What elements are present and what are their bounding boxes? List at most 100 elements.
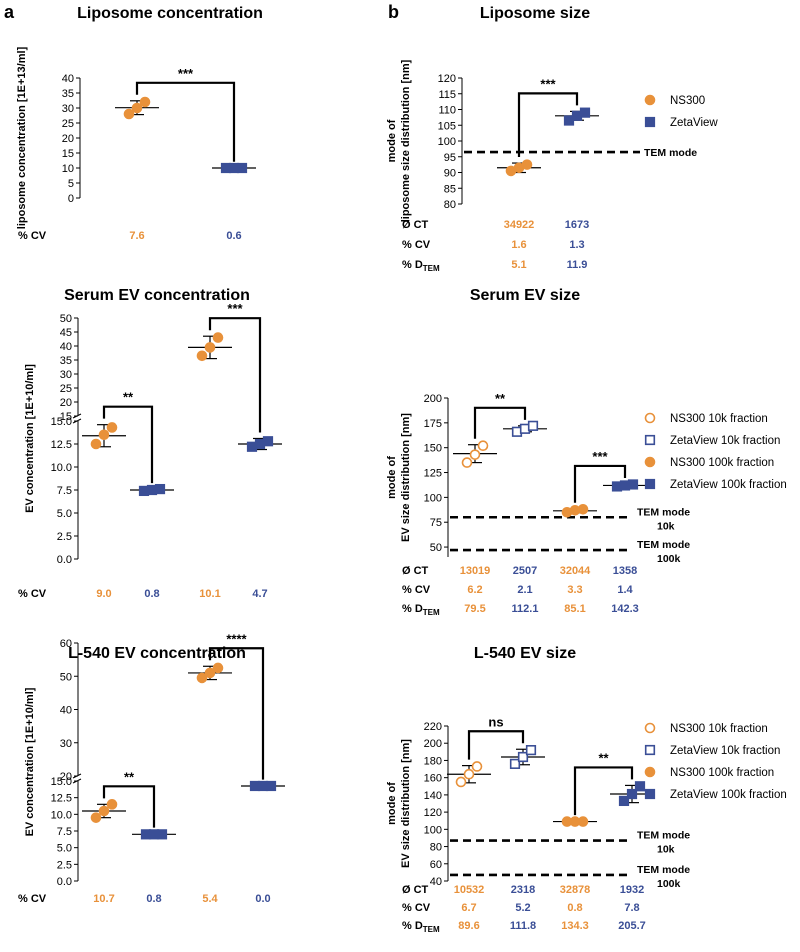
- y-tick-label: 115: [438, 89, 456, 101]
- y-tick-label: 120: [424, 807, 442, 819]
- data-point: [577, 816, 589, 827]
- stats-row-label: % CV: [402, 584, 431, 596]
- legend-label: ZetaView: [670, 117, 718, 129]
- significance-bracket: [102, 785, 156, 828]
- significance-bracket: [135, 81, 236, 162]
- stats-value: 0.8: [567, 902, 582, 914]
- stats-value: 111.8: [510, 920, 536, 932]
- significance-bracket: [473, 406, 527, 439]
- stats-row-label: % DTEM: [402, 259, 440, 273]
- stats-value: 10532: [454, 884, 485, 896]
- charts-container: Liposome concentration 0 5 10 15 20 25 30 35 40 li…: [16, 5, 787, 934]
- tem-mode-label: 10k: [657, 520, 675, 532]
- tem-mode-label: 100k: [657, 878, 681, 890]
- y-axis-label: mode of: [386, 119, 398, 162]
- data-point: [618, 795, 630, 807]
- significance-label: ns: [488, 714, 503, 729]
- stats-value: 9.0: [96, 588, 111, 600]
- y-tick-label: 120: [438, 73, 456, 85]
- stats-value: 2507: [513, 565, 537, 577]
- stats-value: 6.2: [467, 584, 482, 596]
- series-zetaview-10k-fraction: [503, 420, 547, 437]
- data-point: [626, 788, 638, 800]
- significance-label: **: [495, 391, 506, 406]
- y-tick-label: 25: [60, 383, 72, 395]
- data-point: [204, 667, 216, 679]
- y-tick-label: 160: [424, 773, 442, 785]
- significance-label: ***: [540, 76, 556, 91]
- legend-marker: [644, 766, 656, 778]
- legend-label: ZetaView 100k fraction: [670, 789, 787, 801]
- significance-label: ***: [178, 66, 194, 81]
- series-zetaview-10k-fraction: [501, 745, 545, 769]
- series-ns300-10k-fraction: [453, 440, 497, 468]
- chart-l540_size: L-540 EV size 40 60 80 100 120 140 160 180 200 220…: [386, 645, 787, 934]
- y-tick-label: 100: [438, 136, 456, 148]
- stats-value: 79.5: [464, 603, 485, 615]
- stats-value: 134.3: [561, 920, 589, 932]
- legend-marker: [644, 94, 656, 106]
- y-tick-label: 20: [62, 133, 74, 145]
- series-zetaview-100k-fraction: [238, 436, 282, 452]
- y-tick-label: 2.5: [57, 531, 72, 543]
- series-ns300-100k-fraction: [553, 816, 597, 827]
- series-ns300: [115, 96, 159, 120]
- tem-mode-label: TEM mode: [637, 539, 690, 551]
- data-point: [477, 440, 489, 452]
- legend-label: NS300: [670, 95, 705, 107]
- stats-value: 2318: [511, 884, 535, 896]
- data-point: [196, 350, 208, 362]
- series-zetaview: [555, 107, 599, 126]
- stats-value: 5.2: [515, 902, 530, 914]
- y-tick-label: 110: [438, 105, 456, 117]
- significance-bracket: [517, 92, 579, 158]
- y-tick-label: 0: [68, 193, 74, 205]
- data-point: [106, 799, 118, 810]
- chart-title: Serum EV size: [470, 287, 580, 304]
- significance-bracket: [573, 766, 634, 816]
- stats-row-label: % CV: [402, 239, 431, 251]
- panel-label-a: a: [4, 2, 15, 22]
- y-tick-label: 150: [424, 443, 442, 455]
- stats-value: 10.1: [199, 588, 220, 600]
- tem-mode-label: 10k: [657, 844, 675, 856]
- y-tick-label: 40: [60, 341, 72, 353]
- y-tick-label: 40: [430, 876, 442, 888]
- chart-title: L-540 EV size: [474, 645, 576, 662]
- stats-value: 6.7: [461, 902, 476, 914]
- y-tick-label: 50: [60, 671, 72, 683]
- y-tick-label: 200: [424, 393, 442, 405]
- legend-marker: [644, 788, 656, 800]
- y-tick-label: 0.0: [57, 876, 72, 888]
- stats-row-label: % DTEM: [402, 603, 440, 617]
- series-ns300-10k-fraction: [82, 799, 126, 823]
- y-tick-label: 60: [60, 638, 72, 650]
- y-axis-label: EV size distribution [nm]: [400, 739, 412, 868]
- y-tick-label: 90: [444, 168, 456, 180]
- stats-row-subscript: TEM: [423, 264, 440, 273]
- stats-row-label: Ø CT: [402, 565, 429, 577]
- data-point: [106, 422, 118, 433]
- y-tick-label: 20: [60, 397, 72, 409]
- data-point: [156, 829, 168, 840]
- stats-value: 85.1: [564, 603, 585, 615]
- data-point: [461, 457, 473, 468]
- y-axis-label: liposome size distribution [nm]: [400, 59, 412, 222]
- stats-value: 0.8: [144, 588, 159, 600]
- data-point: [265, 780, 277, 792]
- stats-value: 112.1: [512, 603, 539, 615]
- data-point: [131, 102, 143, 114]
- y-tick-label: 175: [424, 418, 442, 430]
- legend-marker: [644, 412, 656, 424]
- significance-label: ****: [226, 631, 247, 646]
- y-tick-label: 15: [62, 148, 74, 160]
- series-zetaview-100k-fraction: [241, 780, 285, 792]
- significance-bracket: [102, 405, 154, 484]
- y-tick-label: 15.0: [51, 776, 72, 788]
- stats-value: 13019: [460, 565, 491, 577]
- y-tick-label: 50: [60, 313, 72, 325]
- stats-value: 5.1: [511, 259, 526, 271]
- tem-mode-label: TEM mode: [637, 830, 690, 842]
- stats-value: 205.7: [618, 920, 646, 932]
- stats-value: 3.3: [567, 584, 582, 596]
